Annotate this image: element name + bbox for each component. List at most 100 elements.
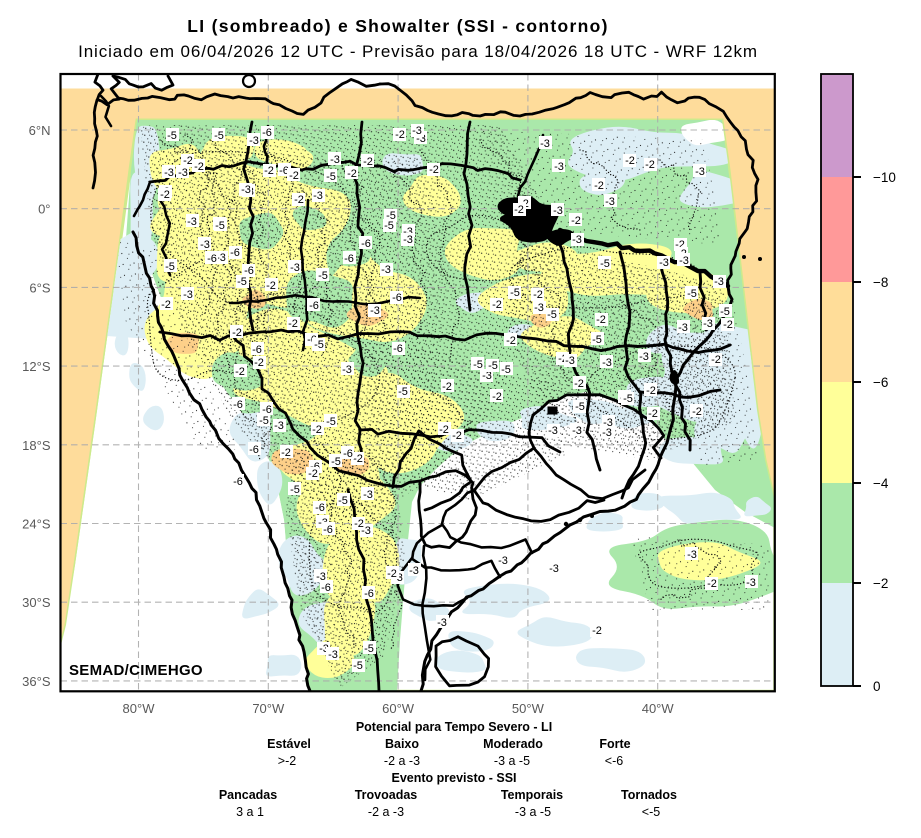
svg-text:-3: -3 — [703, 318, 713, 330]
svg-text:Forte: Forte — [599, 737, 630, 751]
svg-text:-6: -6 — [279, 165, 289, 177]
svg-text:-3: -3 — [678, 322, 688, 334]
svg-text:-5: -5 — [353, 660, 363, 672]
svg-text:-5: -5 — [290, 484, 300, 496]
svg-text:-5: -5 — [398, 386, 408, 398]
svg-text:-5: -5 — [720, 306, 730, 318]
svg-text:40°W: 40°W — [642, 701, 675, 716]
svg-text:-2: -2 — [183, 155, 193, 167]
svg-text:-6: -6 — [262, 404, 272, 416]
svg-text:-3: -3 — [328, 649, 338, 661]
svg-text:<-6: <-6 — [605, 754, 623, 768]
svg-text:-3: -3 — [330, 154, 340, 166]
svg-text:-5: -5 — [547, 309, 557, 321]
svg-text:−6: −6 — [873, 375, 888, 390]
svg-text:-3: -3 — [679, 255, 689, 267]
svg-text:-6: -6 — [315, 502, 325, 514]
svg-text:-5: -5 — [338, 495, 348, 507]
svg-text:-6: -6 — [392, 292, 402, 304]
svg-text:-3: -3 — [342, 364, 352, 376]
svg-text:-5: -5 — [326, 171, 336, 183]
svg-text:-2: -2 — [232, 327, 242, 339]
svg-text:-3: -3 — [319, 643, 329, 655]
svg-text:-6: -6 — [393, 343, 403, 355]
svg-text:-3: -3 — [540, 138, 550, 150]
svg-text:-3: -3 — [695, 166, 705, 178]
svg-text:-3: -3 — [746, 577, 756, 589]
svg-text:-6: -6 — [230, 247, 240, 259]
svg-text:60°W: 60°W — [382, 701, 415, 716]
svg-text:-3: -3 — [572, 425, 582, 437]
svg-text:80°W: 80°W — [123, 701, 156, 716]
svg-text:-3: -3 — [274, 420, 284, 432]
svg-text:-5: -5 — [214, 130, 224, 142]
svg-text:-3: -3 — [659, 257, 669, 269]
svg-text:-2: -2 — [254, 357, 264, 369]
svg-text:70°W: 70°W — [252, 701, 285, 716]
svg-text:24°S: 24°S — [22, 517, 51, 532]
svg-text:-2: -2 — [266, 280, 276, 292]
svg-text:-2: -2 — [363, 156, 373, 168]
svg-text:-2: -2 — [264, 165, 274, 177]
svg-text:-3: -3 — [416, 133, 426, 145]
svg-text:-2 a -3: -2 a -3 — [384, 754, 420, 768]
svg-text:-6: -6 — [252, 344, 262, 356]
svg-text:-5: -5 — [488, 360, 498, 372]
svg-text:-3: -3 — [178, 167, 188, 179]
svg-text:-2 a -3: -2 a -3 — [368, 805, 404, 819]
svg-text:-3: -3 — [549, 563, 559, 575]
svg-text:Moderado: Moderado — [483, 737, 543, 751]
svg-text:6°N: 6°N — [29, 123, 51, 138]
svg-text:-5: -5 — [384, 220, 394, 232]
svg-text:-3: -3 — [687, 549, 697, 561]
svg-text:-3: -3 — [183, 289, 193, 301]
svg-text:LI (sombreado) e Showalter (SS: LI (sombreado) e Showalter (SSI - contor… — [187, 16, 608, 36]
svg-text:−8: −8 — [873, 275, 888, 290]
svg-text:-3: -3 — [639, 351, 649, 363]
svg-text:-3: -3 — [403, 234, 413, 246]
svg-text:-3: -3 — [548, 425, 558, 437]
svg-text:-2: -2 — [574, 378, 584, 390]
svg-text:−10: −10 — [873, 170, 896, 185]
svg-text:-5: -5 — [623, 393, 633, 405]
svg-text:-5: -5 — [215, 220, 225, 232]
svg-text:-2: -2 — [353, 453, 363, 465]
svg-text:-5: -5 — [318, 270, 328, 282]
svg-text:6°S: 6°S — [29, 280, 50, 295]
svg-text:-2: -2 — [648, 408, 658, 420]
svg-text:12°S: 12°S — [22, 359, 51, 374]
svg-text:-3: -3 — [602, 357, 612, 369]
svg-text:-3: -3 — [370, 305, 380, 317]
svg-text:-3: -3 — [412, 125, 422, 137]
svg-text:18°S: 18°S — [22, 438, 51, 453]
svg-text:-3: -3 — [200, 239, 210, 251]
svg-text:-2: -2 — [533, 289, 543, 301]
svg-text:30°S: 30°S — [22, 595, 51, 610]
svg-text:-3: -3 — [498, 555, 508, 567]
svg-text:-3: -3 — [164, 167, 174, 179]
svg-text:-3 a -5: -3 a -5 — [494, 754, 530, 768]
svg-text:-3: -3 — [603, 417, 613, 429]
svg-text:-2: -2 — [452, 430, 462, 442]
svg-text:-2: -2 — [395, 129, 405, 141]
svg-text:Baixo: Baixo — [385, 737, 419, 751]
svg-text:-2: -2 — [571, 215, 581, 227]
svg-text:-5: -5 — [167, 130, 177, 142]
svg-text:-6: -6 — [361, 238, 371, 250]
svg-text:-5: -5 — [331, 456, 341, 468]
svg-text:-3: -3 — [316, 571, 326, 583]
svg-text:-3: -3 — [363, 489, 373, 501]
svg-text:-2: -2 — [723, 319, 733, 331]
svg-text:-3: -3 — [403, 226, 413, 238]
svg-text:−2: −2 — [873, 576, 888, 591]
svg-text:-5: -5 — [259, 415, 269, 427]
svg-text:-5: -5 — [687, 288, 697, 300]
svg-text:-6: -6 — [207, 253, 217, 265]
svg-text:-2: -2 — [439, 424, 449, 436]
svg-text:−4: −4 — [873, 476, 889, 491]
svg-text:Estável: Estável — [267, 737, 311, 751]
svg-text:-3: -3 — [534, 302, 544, 314]
svg-text:-2: -2 — [281, 447, 291, 459]
svg-text:-2: -2 — [354, 518, 364, 530]
svg-text:-3: -3 — [241, 184, 251, 196]
